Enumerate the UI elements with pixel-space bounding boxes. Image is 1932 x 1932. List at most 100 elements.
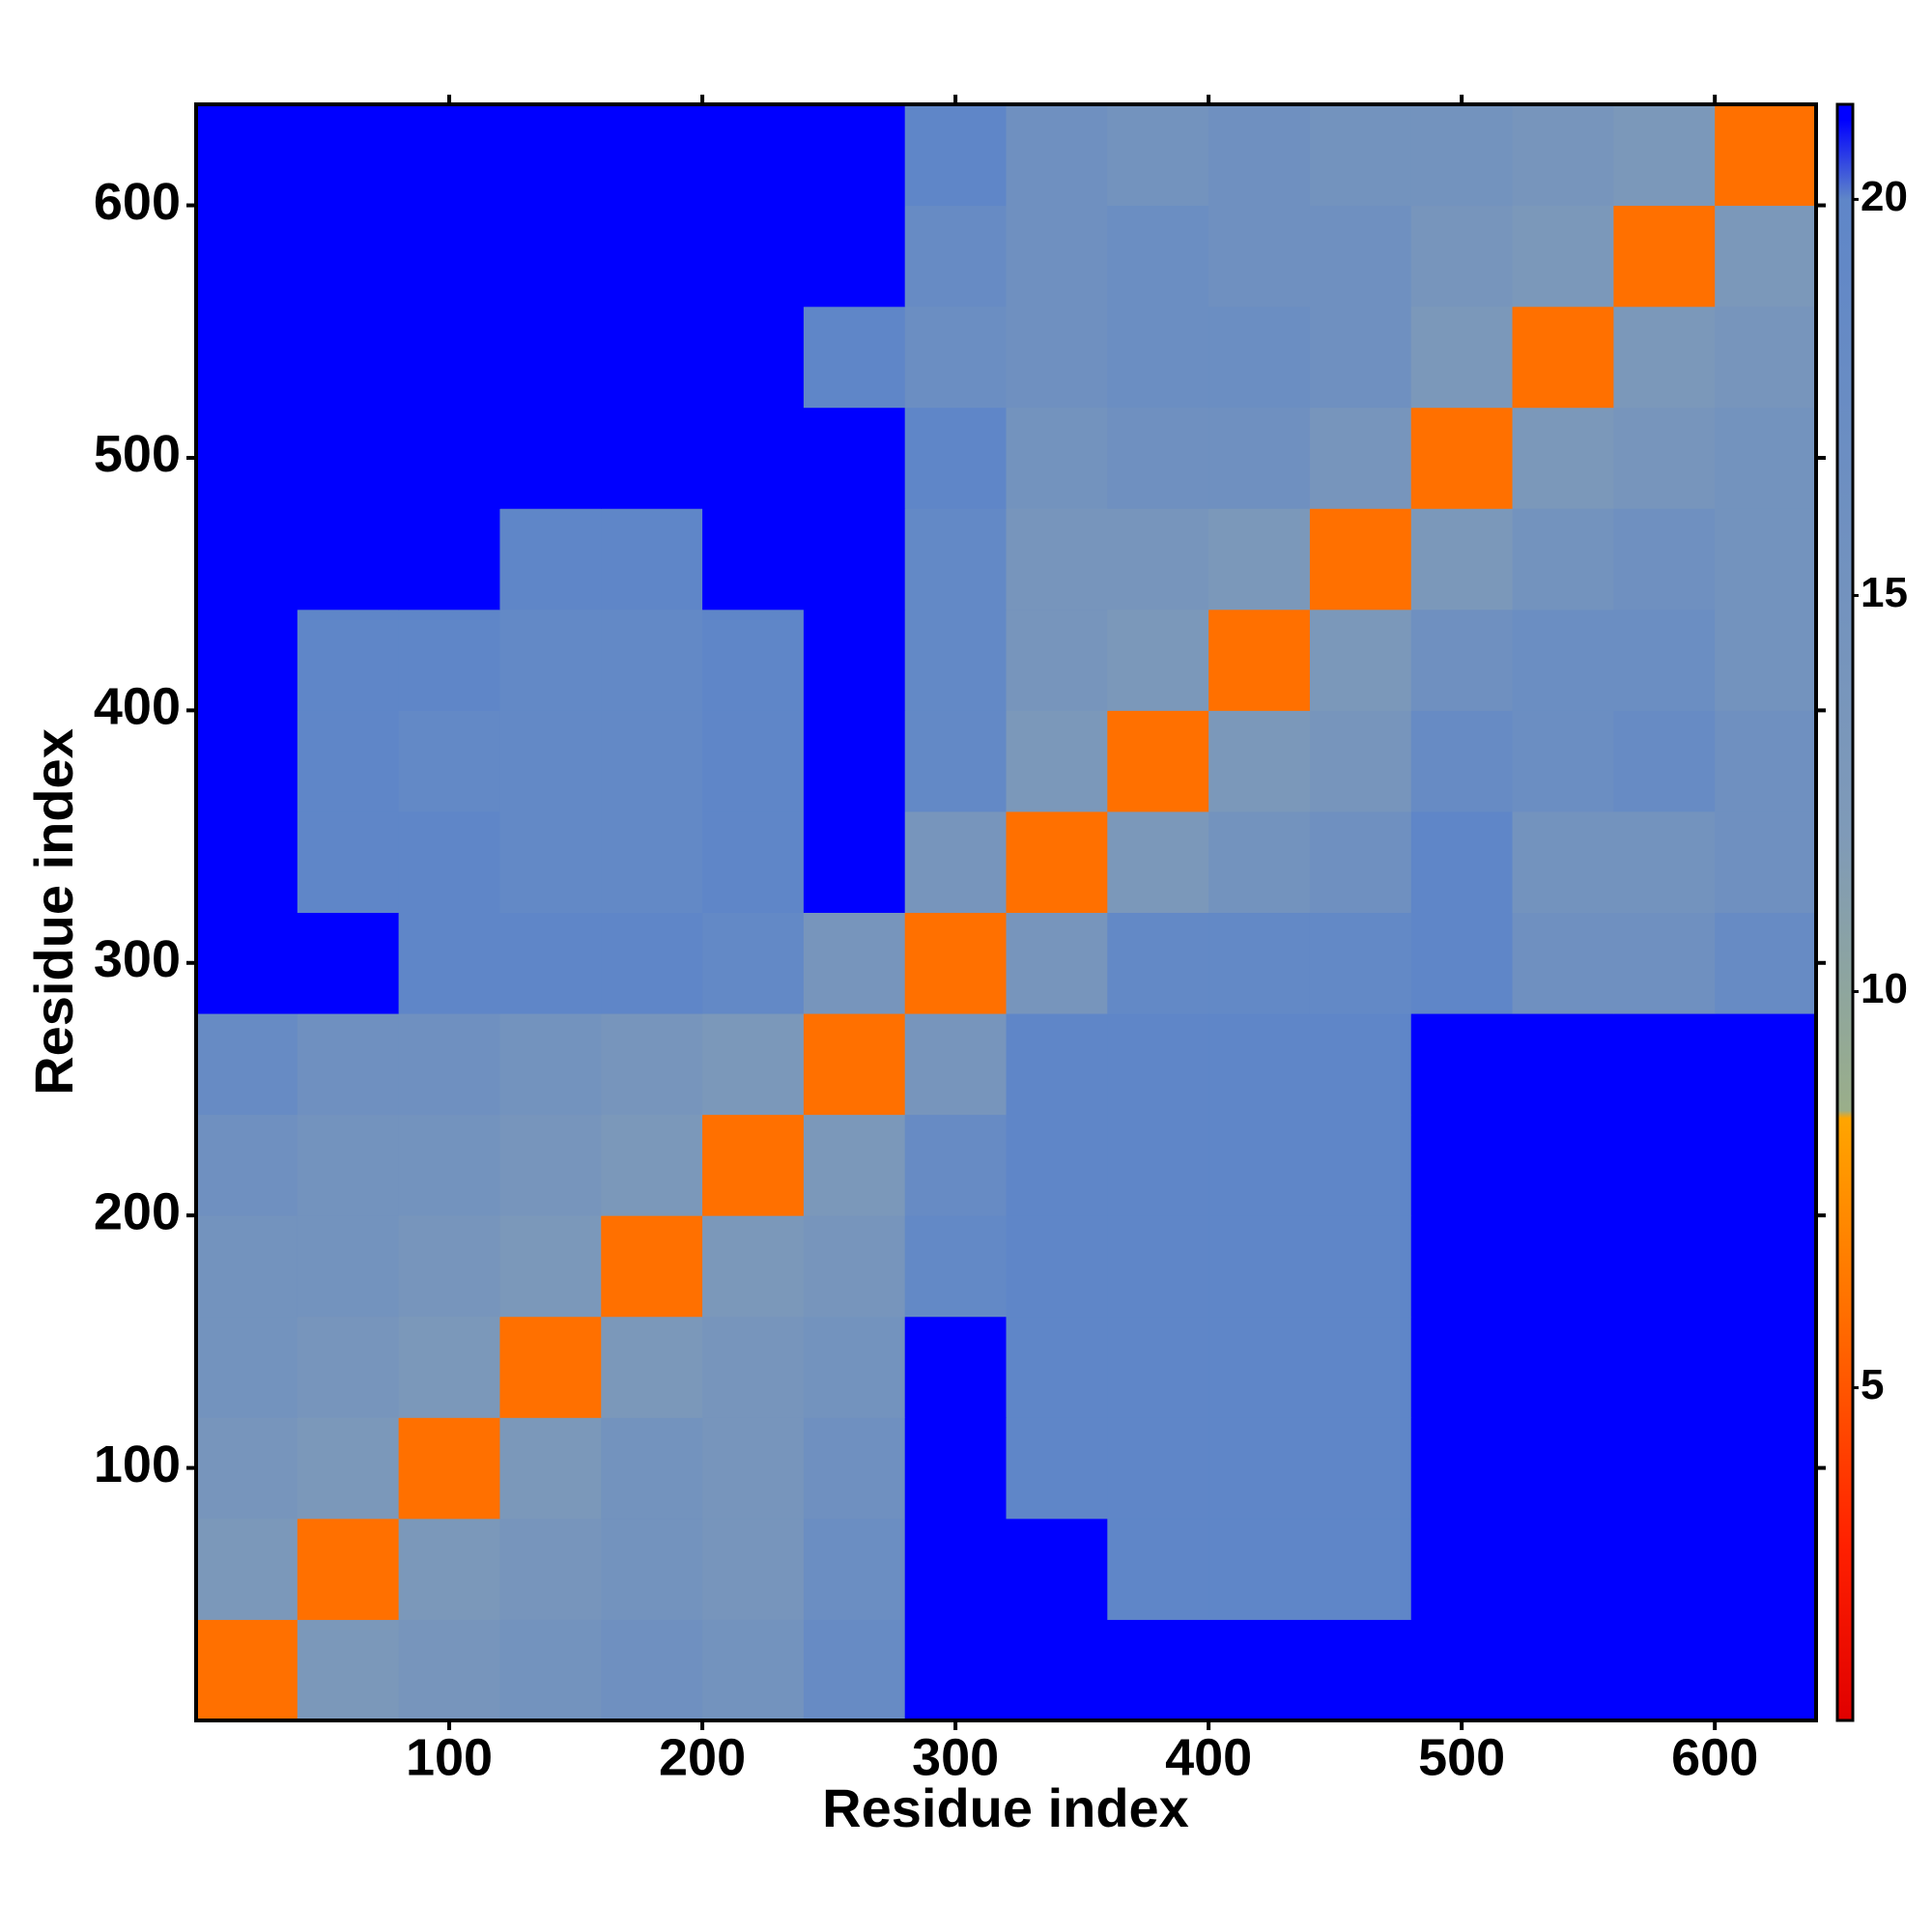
heatmap-cell [1208, 912, 1311, 1014]
heatmap-cell [702, 1417, 805, 1520]
heatmap-cell [1309, 407, 1412, 509]
heatmap-cell [1613, 1013, 1716, 1116]
heatmap-cell [1715, 1215, 1817, 1318]
heatmap-cell [1512, 1417, 1614, 1520]
heatmap-cell [1512, 1215, 1614, 1318]
heatmap-cell [904, 407, 1007, 509]
heatmap-cell [601, 1417, 703, 1520]
heatmap-cell [1512, 1013, 1614, 1116]
heatmap-cell [601, 1619, 703, 1721]
heatmap-cell [1309, 1215, 1412, 1318]
x-tick-label: 300 [912, 1728, 999, 1786]
heatmap-cell [1006, 1417, 1108, 1520]
heatmap-cell [702, 1619, 805, 1721]
heatmap-cell [297, 1013, 400, 1116]
heatmap-cell [1006, 205, 1108, 307]
heatmap-cell [1208, 1417, 1311, 1520]
heatmap-cell [1208, 1518, 1311, 1620]
heatmap-cell [499, 609, 602, 711]
heatmap-cell [196, 1215, 298, 1318]
heatmap-cell [1208, 1215, 1311, 1318]
heatmap-cell [398, 710, 500, 812]
heatmap-cell [1715, 508, 1817, 611]
heatmap-cell [1613, 1316, 1716, 1418]
heatmap-cell [499, 407, 602, 509]
heatmap-cell [1715, 1013, 1817, 1116]
heatmap-cell [904, 912, 1007, 1014]
heatmap-cell [803, 1619, 906, 1721]
heatmap-cell [1208, 810, 1311, 913]
heatmap-cell [1208, 1114, 1311, 1216]
heatmap-cell [1107, 508, 1209, 611]
heatmap-cell [1715, 1518, 1817, 1620]
heatmap-cell [1512, 508, 1614, 611]
heatmap-cell [904, 104, 1007, 207]
heatmap-cell [803, 508, 906, 611]
heatmap-cell [702, 810, 805, 913]
heatmap-cell [1309, 1013, 1412, 1116]
heatmap-cell [1410, 912, 1514, 1014]
plot-frame [194, 102, 1818, 1722]
heatmap-cell [803, 1215, 906, 1318]
heatmap-cell [297, 810, 400, 913]
heatmap-cell [1613, 912, 1716, 1014]
heatmap-cell [1715, 205, 1817, 307]
heatmap-cell [601, 1518, 703, 1620]
heatmap-cell [904, 1013, 1007, 1116]
heatmap-cell [904, 1417, 1007, 1520]
heatmap-cell [398, 306, 500, 409]
heatmap-cell [1512, 810, 1614, 913]
heatmap-cell [1410, 104, 1514, 207]
y-tick-label: 300 [94, 930, 181, 988]
heatmap-cell [1006, 1518, 1108, 1620]
heatmap-cell [1715, 810, 1817, 913]
heatmap-cell [398, 1518, 500, 1620]
heatmap-cell [196, 609, 298, 711]
heatmap-cell [803, 912, 906, 1014]
heatmap-cell [1613, 306, 1716, 409]
heatmap-cell [904, 810, 1007, 913]
heatmap-cell [1309, 1316, 1412, 1418]
heatmap-cell [1309, 1417, 1412, 1520]
heatmap-cell [499, 1114, 602, 1216]
heatmap-cell [1410, 1114, 1514, 1216]
heatmap-cell [398, 1619, 500, 1721]
heatmap-cell [1006, 1013, 1108, 1116]
heatmap-cell [1208, 1013, 1311, 1116]
heatmap-cell [1613, 1518, 1716, 1620]
heatmap-cell [398, 508, 500, 611]
heatmap-cell [1309, 1518, 1412, 1620]
heatmap-cell [1107, 1013, 1209, 1116]
heatmap-cell [398, 1215, 500, 1318]
heatmap-cell [1410, 1316, 1514, 1418]
heatmap-cell [601, 104, 703, 207]
heatmap-cell [1715, 1619, 1817, 1721]
heatmap-cell [1613, 1114, 1716, 1216]
heatmap-cell [196, 1013, 298, 1116]
y-tick-label: 600 [94, 173, 181, 231]
heatmap-cell [601, 609, 703, 711]
heatmap-cell [1512, 1316, 1614, 1418]
heatmap-cell [601, 810, 703, 913]
x-tick-label: 500 [1418, 1728, 1505, 1786]
y-axis-title: Residue index [23, 728, 84, 1095]
heatmap-cell [297, 508, 400, 611]
heatmap-cell [297, 1215, 400, 1318]
heatmap-cell [601, 710, 703, 812]
heatmap-cell [297, 710, 400, 812]
heatmap-cell [499, 1619, 602, 1721]
heatmap-cell [702, 1316, 805, 1418]
heatmap-cell [1006, 306, 1108, 409]
heatmap-cell [702, 306, 805, 409]
heatmap-cell [1208, 710, 1311, 812]
heatmap-cell [1512, 205, 1614, 307]
heatmap-cell [803, 1316, 906, 1418]
heatmap-cell [1410, 810, 1514, 913]
heatmap-cell [499, 104, 602, 207]
heatmap-cell [1107, 810, 1209, 913]
heatmap-cell [398, 912, 500, 1014]
heatmap-cell [702, 912, 805, 1014]
heatmap-cell [1107, 407, 1209, 509]
heatmap-cell [196, 912, 298, 1014]
